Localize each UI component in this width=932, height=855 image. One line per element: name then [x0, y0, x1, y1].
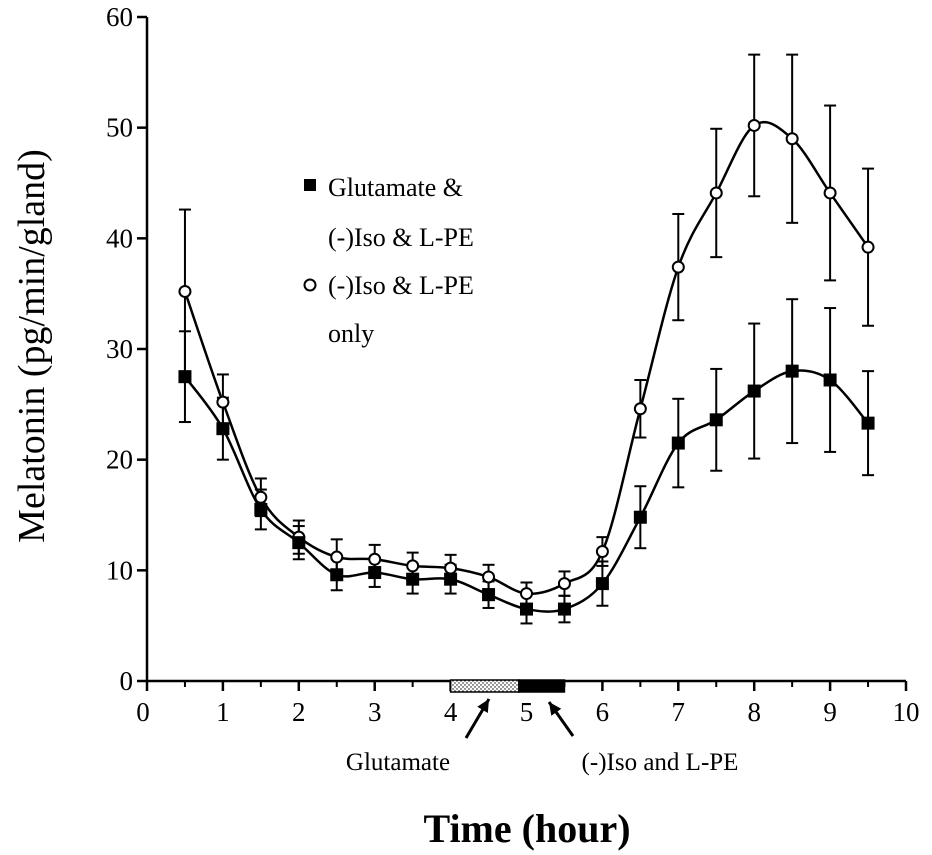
- x-tick-label: 0: [136, 697, 150, 727]
- data-point-circle: [444, 561, 458, 575]
- data-point-circle: [747, 118, 761, 132]
- legend-marker-square: [304, 179, 316, 191]
- data-point-square: [709, 413, 723, 427]
- y-tick-label: 30: [106, 334, 133, 364]
- y-tick-label: 40: [106, 223, 133, 253]
- data-point-circle: [709, 186, 723, 200]
- legend: Glutamate & (-)Iso & L-PE (-)Iso & L-PE onl…: [303, 173, 474, 348]
- data-point-square: [178, 370, 192, 384]
- legend-marker-circle: [303, 278, 317, 292]
- treatment-bar-2: [518, 679, 566, 693]
- data-point-circle: [671, 260, 685, 274]
- series-line-1: [183, 369, 869, 613]
- annotation-arrow-glutamate-head: [477, 699, 489, 713]
- data-point-square: [557, 602, 571, 616]
- x-tick-label: 10: [893, 697, 920, 727]
- data-point-square: [482, 588, 496, 602]
- data-point-circle: [482, 570, 496, 584]
- series-lines: [183, 120, 870, 613]
- legend-label: (-)Iso & L-PE: [328, 271, 474, 300]
- x-tick-label: 9: [823, 697, 837, 727]
- data-point-square: [444, 572, 458, 586]
- error-bars: [178, 53, 875, 625]
- treatment-bars: [449, 679, 566, 693]
- data-point-square: [330, 568, 344, 582]
- y-tick-label: 60: [106, 2, 133, 32]
- x-tick-label: 5: [520, 697, 534, 727]
- data-point-square: [861, 416, 875, 430]
- x-axis-label: Time (hour): [423, 806, 630, 851]
- annotation-arrow-iso-lpe-head: [549, 702, 562, 716]
- data-point-square: [671, 436, 685, 450]
- series-line-2: [183, 120, 870, 595]
- y-tick-label: 50: [106, 113, 133, 143]
- y-axis-label: Melatonin (pg/min/gland): [11, 149, 53, 543]
- y-tick-label: 20: [106, 445, 133, 475]
- data-point-square: [254, 502, 268, 516]
- annotations: Glutamate (-)Iso and L-PE: [346, 698, 739, 776]
- x-tick-label: 7: [672, 697, 686, 727]
- data-point-square: [406, 572, 420, 586]
- data-point-circle: [595, 545, 609, 559]
- data-point-square: [595, 577, 609, 591]
- data-point-circle: [861, 240, 875, 254]
- x-tick-label: 3: [368, 697, 382, 727]
- annotation-glutamate: Glutamate: [346, 749, 450, 776]
- data-point-circle: [216, 395, 230, 409]
- legend-label: Glutamate &: [328, 173, 463, 202]
- data-point-circle: [785, 132, 799, 146]
- data-point-circle: [368, 552, 382, 566]
- data-point-circle: [520, 587, 533, 601]
- data-point-circle: [823, 186, 837, 200]
- x-tick-label: 1: [216, 697, 230, 727]
- legend-label: only: [328, 319, 374, 348]
- treatment-bar-1: [449, 679, 520, 693]
- data-point-square: [633, 510, 647, 524]
- data-point-square: [785, 364, 799, 378]
- x-tick-label: 2: [292, 697, 306, 727]
- x-tick-label: 4: [444, 697, 458, 727]
- data-point-circle: [254, 490, 268, 504]
- data-point-circle: [330, 550, 344, 564]
- data-point-square: [216, 422, 230, 436]
- y-tick-label: 0: [120, 666, 134, 696]
- x-tick-label: 8: [747, 697, 761, 727]
- x-tick-label: 6: [596, 697, 610, 727]
- annotation-iso-lpe: (-)Iso and L-PE: [582, 749, 739, 776]
- data-point-square: [520, 602, 533, 616]
- data-point-square: [292, 536, 306, 550]
- data-point-circle: [178, 284, 192, 298]
- data-points: [178, 118, 875, 616]
- data-point-square: [747, 384, 761, 398]
- data-point-circle: [633, 402, 647, 416]
- data-point-circle: [557, 577, 571, 591]
- data-point-square: [823, 373, 837, 387]
- y-tick-label: 10: [106, 555, 133, 585]
- y-axis: 0 10 20 30 40 50 60: [106, 2, 149, 696]
- data-point-square: [368, 566, 382, 580]
- data-point-circle: [406, 559, 420, 573]
- legend-label: (-)Iso & L-PE: [328, 223, 474, 252]
